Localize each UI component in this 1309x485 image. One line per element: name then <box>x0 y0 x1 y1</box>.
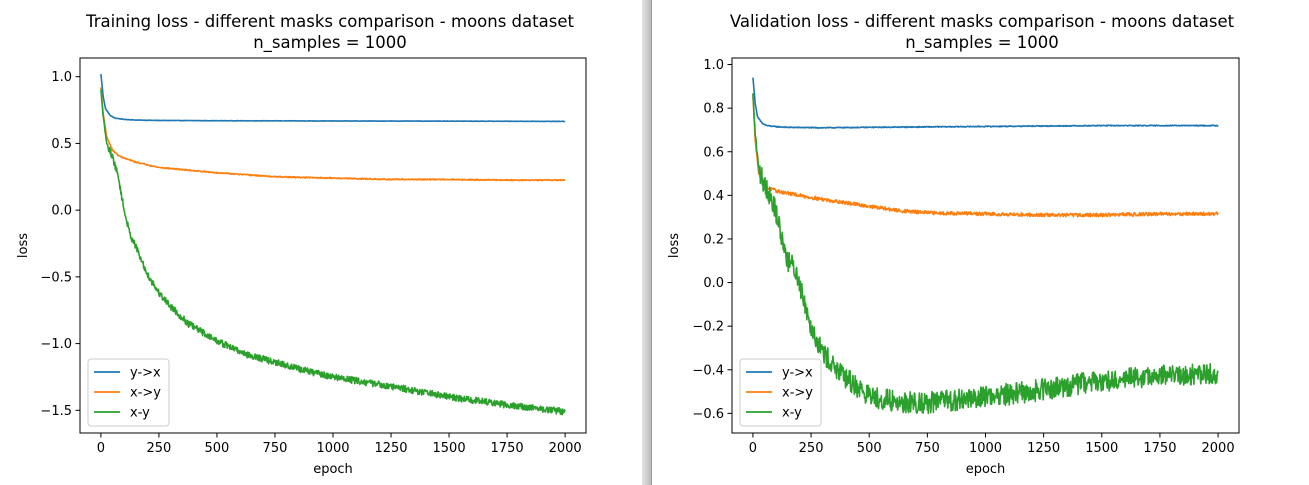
x-tick-label: 0 <box>749 441 757 456</box>
y-tick-label: −0.2 <box>692 320 724 335</box>
series-line-xy-1 <box>752 94 1219 218</box>
x-tick-label: 750 <box>915 441 940 456</box>
y-tick-label: −1.0 <box>40 337 72 352</box>
x-tick-label: 2000 <box>1202 441 1235 456</box>
chart-subtitle: n_samples = 1000 <box>905 33 1059 53</box>
legend-label: y->x <box>782 366 813 381</box>
series-line-yx-0 <box>100 73 566 123</box>
x-tick-label: 500 <box>857 441 882 456</box>
legend: y->x x->y x-y <box>739 358 822 427</box>
x-tick-label: 1500 <box>1085 441 1118 456</box>
legend-label: x-y <box>782 406 802 421</box>
validation-loss-panel: Validation loss - different masks compar… <box>652 0 1309 485</box>
series-line-yx-0 <box>752 77 1219 129</box>
series-lines <box>752 77 1219 414</box>
y-tick-label: 0.4 <box>703 189 724 204</box>
x-tick-label: 1250 <box>374 441 407 456</box>
y-tick-label: −1.5 <box>40 404 72 419</box>
y-tick-label: 0.0 <box>51 204 72 219</box>
x-tick-label: 1000 <box>316 441 349 456</box>
x-tick-label: 750 <box>263 441 288 456</box>
y-tick-label: 1.0 <box>51 70 72 85</box>
window-divider <box>642 0 652 485</box>
chart-subtitle: n_samples = 1000 <box>253 33 407 53</box>
x-tick-label: 0 <box>97 441 105 456</box>
chart-title: Validation loss - different masks compar… <box>730 12 1235 31</box>
x-tick-label: 500 <box>205 441 230 456</box>
series-line-xy-2 <box>100 89 566 416</box>
y-axis-label: loss <box>16 233 31 258</box>
series-line-xy-2 <box>752 93 1219 414</box>
x-tick-label: 250 <box>799 441 824 456</box>
x-tick-label: 1250 <box>1027 441 1060 456</box>
y-tick-label: 0.5 <box>51 137 72 152</box>
y-axis-label: loss <box>667 233 682 258</box>
y-tick-label: −0.6 <box>692 407 724 422</box>
series-lines <box>100 73 566 416</box>
y-tick-label: −0.4 <box>692 363 724 378</box>
legend-label: y->x <box>130 366 161 381</box>
x-tick-label: 1750 <box>1143 441 1176 456</box>
y-tick-label: 1.0 <box>703 58 724 73</box>
y-tick-label: 0.0 <box>703 276 724 291</box>
y-tick-label: −0.5 <box>40 270 72 285</box>
x-tick-label: 1000 <box>969 441 1002 456</box>
legend-label: x->y <box>782 386 813 401</box>
y-tick-label: 0.2 <box>703 232 724 247</box>
x-tick-label: 250 <box>147 441 172 456</box>
y-tick-label: 0.6 <box>703 145 724 160</box>
training-loss-chart: Training loss - different masks comparis… <box>16 12 587 477</box>
x-axis-label: epoch <box>313 462 353 477</box>
x-tick-label: 2000 <box>549 441 582 456</box>
training-loss-panel: Training loss - different masks comparis… <box>0 0 642 485</box>
x-tick-label: 1750 <box>491 441 524 456</box>
x-tick-label: 1500 <box>433 441 466 456</box>
legend-box <box>87 358 170 427</box>
series-line-xy-1 <box>100 87 566 182</box>
legend-label: x->y <box>130 386 161 401</box>
legend-label: x-y <box>130 406 150 421</box>
validation-loss-chart: Validation loss - different masks compar… <box>667 12 1240 477</box>
chart-title: Training loss - different masks comparis… <box>85 12 574 31</box>
legend: y->x x->y x-y <box>87 358 170 427</box>
x-axis-label: epoch <box>966 462 1006 477</box>
y-tick-label: 0.8 <box>703 102 724 117</box>
window-divider-edge <box>651 0 652 485</box>
legend-box <box>739 358 822 427</box>
